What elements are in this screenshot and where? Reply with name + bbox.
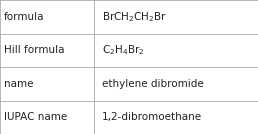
Text: $\mathregular{BrCH_{2}CH_{2}Br}$: $\mathregular{BrCH_{2}CH_{2}Br}$ xyxy=(102,10,167,24)
Text: 1,2-dibromoethane: 1,2-dibromoethane xyxy=(102,112,202,122)
Text: name: name xyxy=(4,79,33,89)
Text: ethylene dibromide: ethylene dibromide xyxy=(102,79,204,89)
Text: formula: formula xyxy=(4,12,44,22)
Text: Hill formula: Hill formula xyxy=(4,45,64,55)
Text: IUPAC name: IUPAC name xyxy=(4,112,67,122)
Text: $\mathregular{C_{2}H_{4}Br_{2}}$: $\mathregular{C_{2}H_{4}Br_{2}}$ xyxy=(102,43,144,57)
